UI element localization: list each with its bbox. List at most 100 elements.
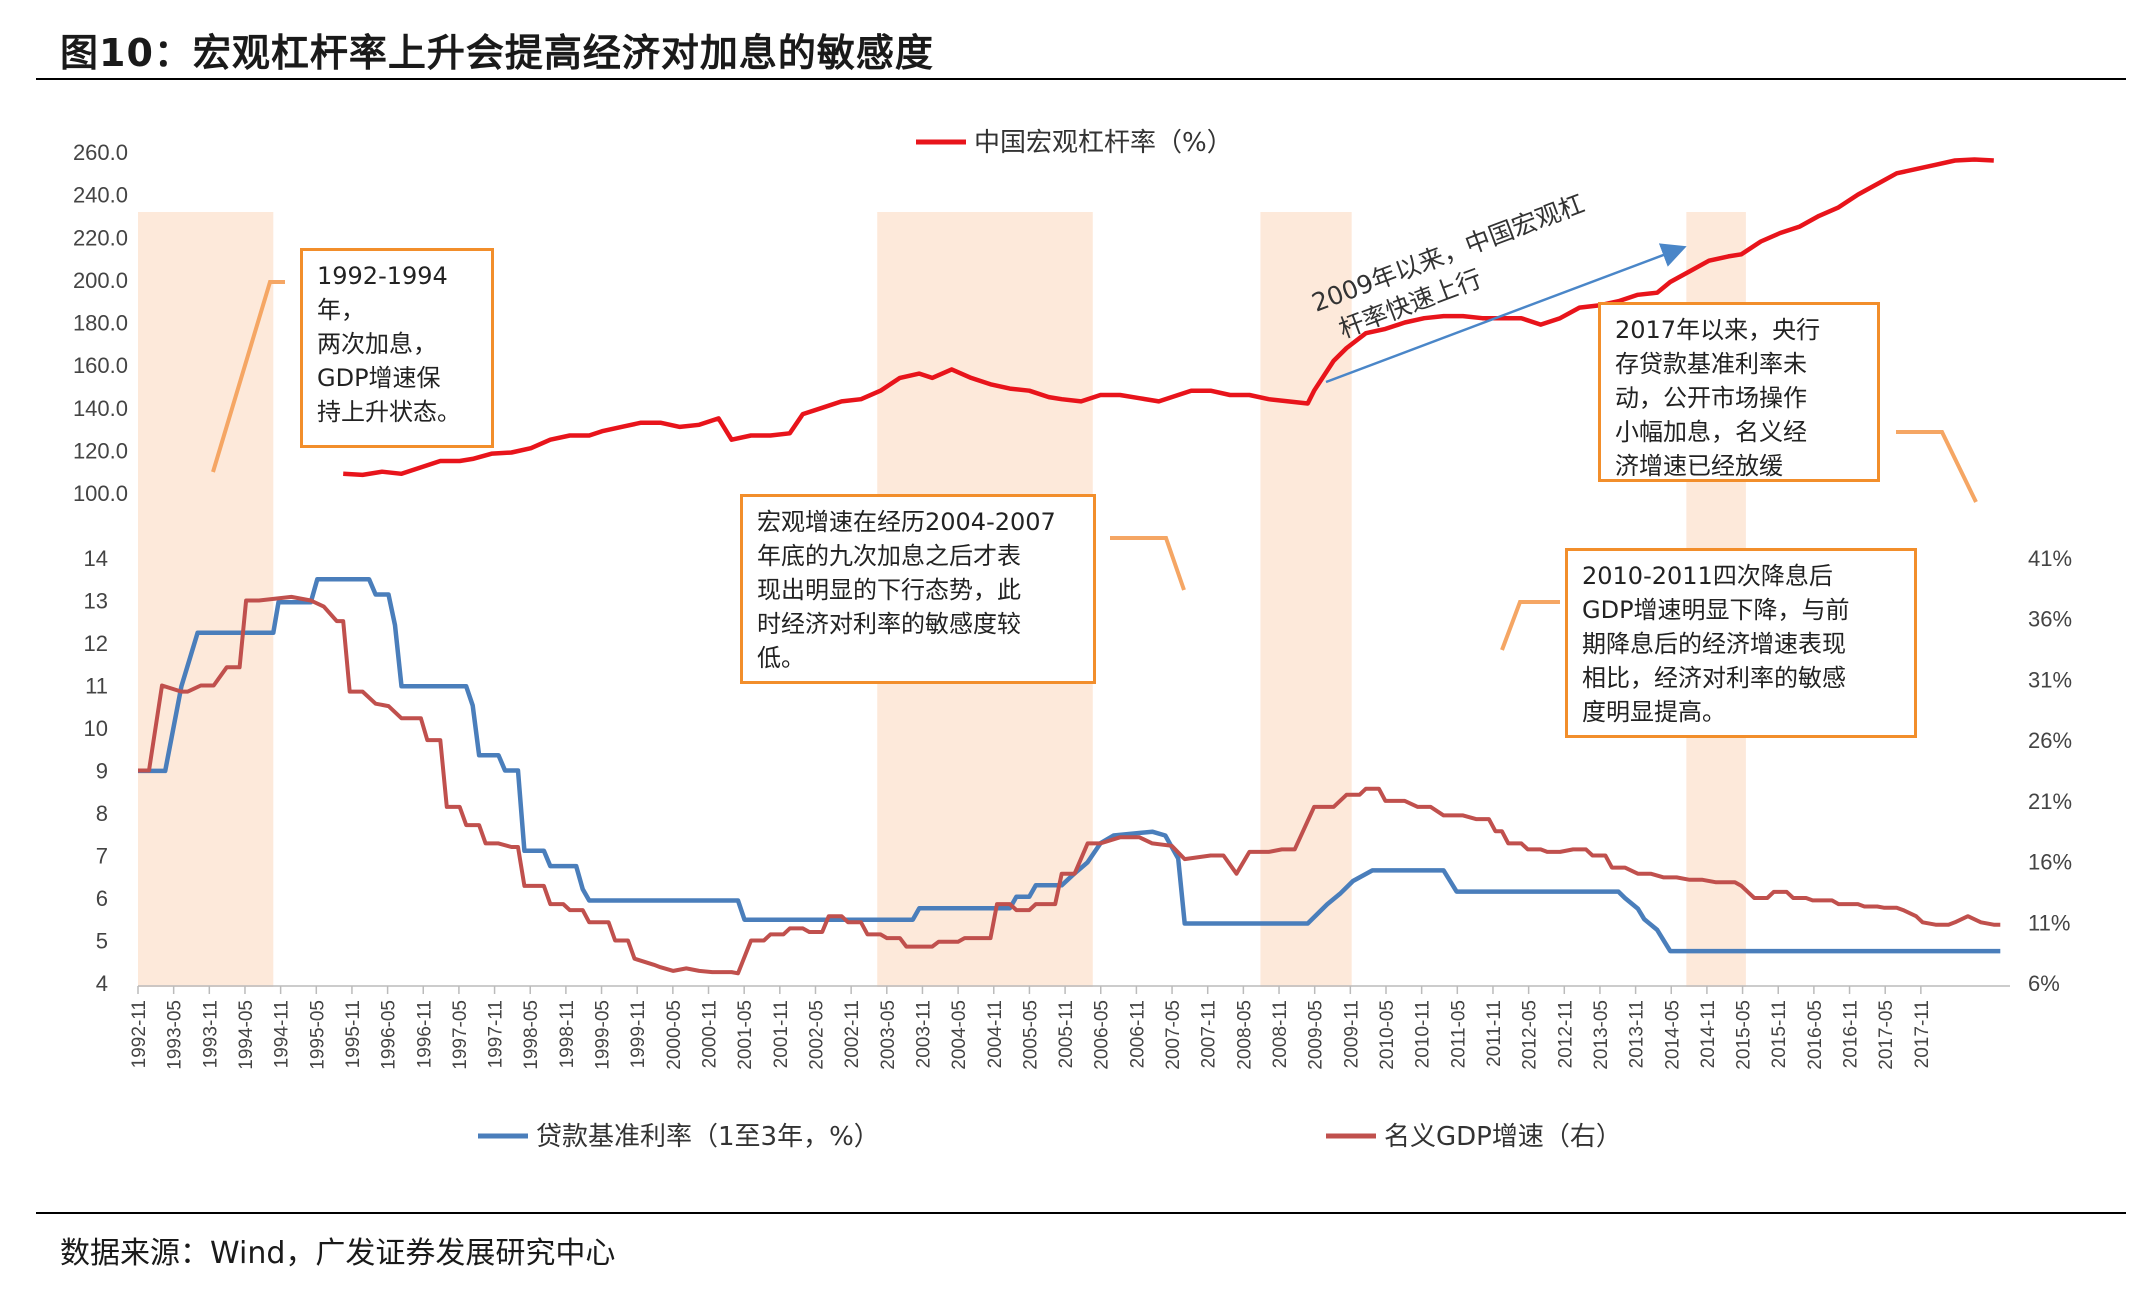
x-axis-tick-label: 1994-05 — [236, 1000, 257, 1070]
x-axis-tick-label: 1995-11 — [343, 1000, 364, 1068]
x-axis-tick-label: 1993-11 — [200, 1000, 221, 1068]
annotation-line: 时经济对利率的敏感度较 — [757, 610, 1021, 638]
right-axis-tick: 41% — [2028, 546, 2072, 571]
x-axis-tick-label: 2011-11 — [1484, 1000, 1505, 1067]
annotation-2010-2011: 2010-2011四次降息后 GDP增速明显下降，与前 期降息后的经济增速表现 相比，… — [1565, 548, 1917, 738]
leverage-line — [343, 157, 1994, 478]
annotation-line: GDP增速明显下降，与前 — [1582, 596, 1850, 624]
right-axis-tick: 6% — [2028, 971, 2060, 996]
annotation-connector-0 — [211, 280, 285, 473]
annotation-line: 小幅加息，名义经 — [1615, 418, 1807, 446]
left-axis-tick: 10 — [84, 716, 108, 741]
shaded-period-2 — [1260, 212, 1352, 987]
x-axis-tick-label: 2000-05 — [664, 1000, 685, 1070]
x-axis-tick-label: 2009-05 — [1306, 1000, 1327, 1070]
title-rule — [36, 78, 2126, 80]
x-axis-tick-label: 2003-11 — [913, 1000, 934, 1068]
top-axis-tick: 120.0 — [73, 438, 128, 463]
x-axis-tick-label: 2012-11 — [1555, 1000, 1576, 1068]
x-axis-tick-label: 1997-05 — [450, 1000, 471, 1070]
annotation-line: 动，公开市场操作 — [1615, 384, 1807, 412]
top-axis-tick: 200.0 — [73, 268, 128, 293]
top-axis-tick: 100.0 — [73, 481, 128, 506]
source-note: 数据来源：Wind，广发证券发展研究中心 — [60, 1236, 616, 1271]
left-axis-tick: 5 — [96, 929, 108, 954]
x-axis-tick-label: 2007-05 — [1163, 1000, 1184, 1070]
x-axis-tick-label: 1999-05 — [593, 1000, 614, 1070]
x-axis-tick-label: 1998-11 — [557, 1000, 578, 1068]
left-axis-tick: 14 — [84, 546, 108, 571]
x-axis-tick-label: 2013-11 — [1627, 1000, 1648, 1068]
trend-arrow — [1325, 243, 1687, 384]
left-axis-tick: 13 — [84, 589, 108, 614]
annotation-2004-2007: 宏观增速在经历2004-2007 年底的九次加息之后才表 现出明显的下行态势，此 时经… — [740, 494, 1096, 684]
annotation-line: 年底的九次加息之后才表 — [757, 542, 1021, 570]
x-axis-tick-label: 2004-11 — [985, 1000, 1006, 1068]
annotation-line: 持上升状态。 — [317, 398, 461, 426]
legend-leverage-label: 中国宏观杠杆率（%） — [974, 128, 1233, 158]
right-axis-tick: 36% — [2028, 607, 2072, 632]
left-axis-tick: 8 — [96, 801, 108, 826]
annotation-line: 1992-1994年， — [317, 262, 448, 324]
figure-title: 图10：宏观杠杆率上升会提高经济对加息的敏感度 — [60, 31, 934, 75]
x-axis-tick-label: 2006-05 — [1092, 1000, 1113, 1070]
x-axis-tick-label: 2002-11 — [842, 1000, 863, 1068]
gdp-growth-line — [138, 594, 2001, 976]
x-axis-tick-label: 2005-05 — [1020, 1000, 1041, 1070]
loan-rate-line — [138, 577, 2001, 954]
annotation-line: 济增速已经放缓 — [1615, 452, 1783, 480]
right-axis-tick: 31% — [2028, 667, 2072, 692]
x-axis-tick-label: 2009-11 — [1341, 1000, 1362, 1068]
x-axis-tick-label: 2005-11 — [1056, 1000, 1077, 1068]
left-axis-tick: 9 — [96, 759, 108, 784]
annotation-line: 现出明显的下行态势，此 — [757, 576, 1021, 604]
x-axis-tick-label: 1997-11 — [486, 1000, 507, 1068]
legend-loan-rate-label: 贷款基准利率（1至3年，%） — [536, 1122, 880, 1152]
top-axis-tick: 160.0 — [73, 353, 128, 378]
right-axis-tick: 16% — [2028, 850, 2072, 875]
source-rule — [36, 1212, 2126, 1214]
x-axis-tick-label: 1995-05 — [307, 1000, 328, 1070]
x-axis-tick-label: 2007-11 — [1199, 1000, 1220, 1068]
x-axis-tick-label: 2012-05 — [1520, 1000, 1541, 1070]
x-axis-tick-label: 2001-05 — [735, 1000, 756, 1070]
left-axis-tick: 11 — [85, 674, 108, 699]
x-axis-tick-label: 1994-11 — [272, 1000, 293, 1068]
x-axis-tick-label: 2017-11 — [1912, 1000, 1933, 1068]
left-axis-tick: 4 — [96, 971, 108, 996]
x-axis-tick-label: 2011-05 — [1448, 1000, 1469, 1068]
top-axis-tick: 140.0 — [73, 396, 128, 421]
x-axis-tick-label: 2000-11 — [700, 1000, 721, 1068]
annotation-line: 存贷款基准利率未 — [1615, 350, 1807, 378]
left-axis-tick: 12 — [84, 631, 108, 656]
annotation-line: 期降息后的经济增速表现 — [1582, 630, 1846, 658]
x-axis-tick-label: 2002-05 — [806, 1000, 827, 1070]
x-axis-tick-label: 2013-05 — [1591, 1000, 1612, 1070]
top-axis-tick: 220.0 — [73, 225, 128, 250]
annotation-line: 2010-2011四次降息后 — [1582, 562, 1833, 590]
x-axis-tick-label: 1992-11 — [129, 1000, 150, 1068]
x-axis-tick-label: 2003-05 — [878, 1000, 899, 1070]
annotation-connector-1 — [1110, 536, 1186, 591]
annotation-line: 相比，经济对利率的敏感 — [1582, 664, 1846, 692]
left-axis-tick: 6 — [96, 886, 108, 911]
x-axis-tick-label: 1996-11 — [414, 1000, 435, 1068]
x-axis-tick-label: 2016-05 — [1805, 1000, 1826, 1070]
annotation-1992-1994: 1992-1994年， 两次加息， GDP增速保 持上升状态。 — [300, 248, 494, 448]
legend-gdp-label: 名义GDP增速（右） — [1384, 1122, 1622, 1152]
x-axis-tick-label: 2010-05 — [1377, 1000, 1398, 1070]
x-axis-tick-label: 2017-05 — [1876, 1000, 1897, 1070]
x-axis-tick-label: 1996-05 — [379, 1000, 400, 1070]
annotation-line: GDP增速保 — [317, 364, 441, 392]
x-axis-tick-label: 2015-05 — [1734, 1000, 1755, 1070]
x-axis-tick-label: 1993-05 — [165, 1000, 186, 1070]
right-axis-tick: 21% — [2028, 789, 2072, 814]
x-axis-tick-label: 2014-11 — [1698, 1000, 1719, 1068]
top-axis-tick: 260.0 — [73, 140, 128, 165]
x-axis-tick-label: 2014-05 — [1662, 1000, 1683, 1070]
x-axis-tick-label: 2006-11 — [1127, 1000, 1148, 1068]
x-axis-tick-label: 2008-05 — [1234, 1000, 1255, 1070]
x-axis-tick-label: 1998-05 — [521, 1000, 542, 1070]
left-axis-tick: 7 — [96, 844, 108, 869]
